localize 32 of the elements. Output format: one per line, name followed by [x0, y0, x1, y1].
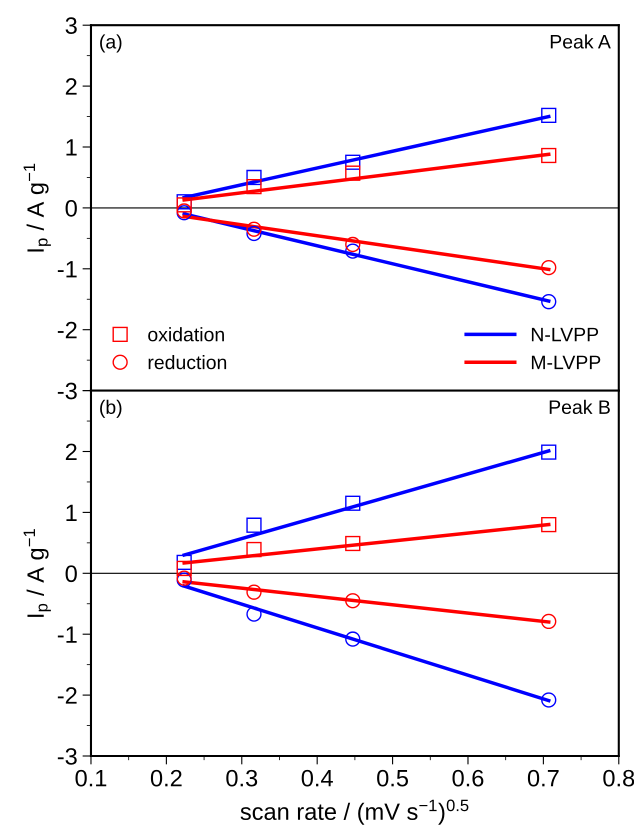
y-tick-label: -1: [58, 261, 77, 278]
y-tick-label: 2: [66, 78, 77, 95]
legend-label: N-LVPP: [532, 328, 598, 342]
y-axis-title: I$_{p}$ / A g$^{−1}$: [24, 529, 51, 617]
chart-title: Peak A: [550, 34, 611, 49]
x-tick-label: 0.8: [603, 770, 634, 787]
x-tick-label: 0.3: [226, 770, 258, 787]
y-tick-label: 2: [66, 444, 77, 460]
annotation: (a): [100, 34, 122, 52]
y-tick-label: -3: [58, 748, 77, 765]
x-tick-label: 0.4: [302, 770, 333, 787]
x-tick-label: 0.2: [150, 770, 182, 787]
x-tick-label: 0.6: [452, 770, 484, 787]
y-tick-label: 1: [66, 139, 77, 156]
y-tick-label: 0: [66, 200, 77, 217]
x-tick-label: 0.1: [75, 770, 106, 787]
y-tick-label: 0: [66, 565, 77, 582]
legend-label: oxidation: [148, 327, 224, 342]
x-tick-label: 0.7: [528, 770, 559, 787]
legend-label: reduction: [148, 354, 226, 370]
chart-title: Peak B: [550, 400, 610, 414]
x-axis-title: scan rate / (mV s$^{−1}$)$^{0.5}$: [240, 800, 468, 825]
y-tick-label: -3: [58, 382, 77, 400]
y-tick-label: 3: [66, 17, 77, 34]
y-tick-label: -1: [58, 626, 77, 643]
y-axis-title: I$_{p}$ / A g$^{−1}$: [24, 164, 51, 252]
y-tick-label: -2: [58, 687, 77, 704]
x-tick-label: 0.5: [377, 770, 408, 787]
annotation: (b): [100, 400, 122, 418]
y-tick-label: 1: [66, 504, 77, 521]
legend-label: M-LVPP: [532, 356, 600, 370]
y-tick-label: -2: [58, 322, 77, 338]
